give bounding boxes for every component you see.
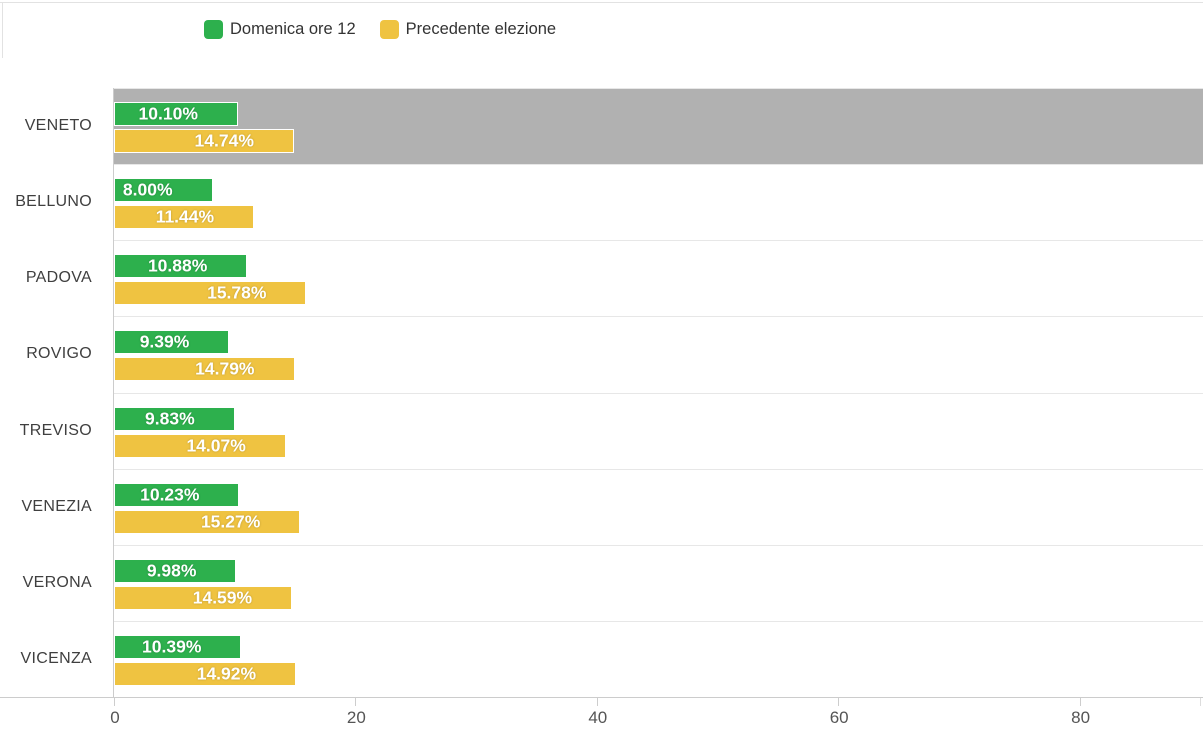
bar-label: 14.07% (186, 435, 246, 455)
row-band: 10.10% 14.74% (114, 88, 1203, 165)
x-axis-tick-label: 40 (588, 708, 608, 727)
bar-domenica-ore-12[interactable]: 9.83% (114, 406, 235, 431)
row-band: 9.39% 14.79% (114, 316, 1203, 392)
y-axis-line (113, 88, 114, 697)
bar-label: 10.39% (142, 636, 202, 657)
axis-end-tick (1200, 698, 1202, 706)
bar-label: 14.74% (194, 130, 254, 151)
category-label: VENEZIA (21, 497, 92, 515)
x-axis-tick-mark (838, 698, 840, 706)
bar-precedente-elezione[interactable]: 14.07% (114, 433, 286, 458)
bar-label: 14.92% (196, 663, 257, 684)
bar-domenica-ore-12[interactable]: 9.98% (114, 558, 237, 583)
category-label: ROVIGO (26, 345, 92, 363)
bar-label: 10.23% (140, 484, 200, 505)
bar-label: 8.00% (122, 179, 173, 200)
bar-label: 10.88% (147, 255, 208, 276)
legend-item-domenica-ore-12[interactable]: Domenica ore 12 (204, 20, 356, 39)
bar-precedente-elezione[interactable]: 11.44% (114, 205, 255, 230)
bar-precedente-elezione[interactable]: 14.92% (114, 661, 297, 686)
bar-precedente-elezione[interactable]: 14.59% (114, 585, 293, 610)
panel-left-border (2, 2, 3, 58)
bar-domenica-ore-12[interactable]: 9.39% (114, 330, 230, 355)
x-axis-line (0, 697, 1203, 698)
x-axis-tick-mark (114, 698, 115, 706)
x-axis-tick-label: 80 (1071, 708, 1091, 727)
legend-item-precedente-elezione[interactable]: Precedente elezione (379, 20, 557, 39)
bar-label: 9.83% (145, 408, 195, 428)
bar-label: 9.98% (146, 560, 197, 581)
x-axis-tick-mark (596, 698, 598, 706)
bar-domenica-ore-12[interactable]: 10.10% (114, 102, 238, 126)
x-axis-tick-label: 60 (829, 708, 849, 727)
chart-row: BELLUNO 8.00% 11.44% (0, 164, 1203, 240)
legend: Domenica ore 12 Precedente elezione (204, 20, 556, 39)
legend-label: Domenica ore 12 (230, 20, 356, 38)
row-band: 9.98% 14.59% (114, 544, 1203, 621)
chart-row: VENETO 10.10% 14.74% (0, 88, 1203, 165)
bar-label: 10.10% (138, 103, 198, 124)
chart-row: VERONA 9.98% 14.59% (0, 544, 1203, 621)
category-label: VICENZA (20, 649, 92, 667)
chart-rows: VENETO 10.10% 14.74% BELLUNO 8.00% 11.44% PADO… (0, 88, 1203, 697)
chart-row: VENEZIA 10.23% 15.27% (0, 468, 1203, 545)
legend-label: Precedente elezione (405, 20, 557, 38)
row-band: 8.00% 11.44% (114, 164, 1203, 240)
row-band: 10.23% 15.27% (114, 468, 1203, 545)
bar-precedente-elezione[interactable]: 14.74% (114, 129, 294, 153)
bar-label: 14.79% (195, 358, 255, 379)
x-axis-tick-label: 0 (110, 708, 120, 727)
bar-domenica-ore-12[interactable]: 10.23% (114, 482, 240, 507)
x-axis-tick-mark (1079, 698, 1081, 706)
highlight-band (114, 89, 1203, 165)
legend-chip-green (204, 20, 223, 39)
x-axis-tick-label: 20 (346, 708, 366, 727)
chart-row: PADOVA 10.88% 15.78% (0, 240, 1203, 316)
chart-row: TREVISO 9.83% 14.07% (0, 392, 1203, 469)
bar-label: 15.27% (200, 511, 261, 532)
bar-precedente-elezione[interactable]: 15.27% (114, 509, 301, 534)
bar-precedente-elezione[interactable]: 14.79% (114, 357, 295, 382)
x-axis-tick-mark (355, 698, 357, 706)
panel-top-border (0, 2, 1203, 3)
category-label: TREVISO (19, 421, 92, 439)
legend-chip-yellow (379, 20, 399, 39)
chart-row: VICENZA 10.39% 14.92% (0, 620, 1203, 697)
row-band: 9.83% 14.07% (114, 392, 1203, 469)
category-label: VENETO (24, 117, 92, 135)
bar-label: 15.78% (207, 282, 267, 303)
bar-domenica-ore-12[interactable]: 10.39% (114, 634, 242, 659)
bar-domenica-ore-12[interactable]: 8.00% (114, 178, 213, 203)
row-band: 10.88% 15.78% (114, 240, 1203, 316)
category-label: BELLUNO (15, 193, 92, 211)
bar-precedente-elezione[interactable]: 15.78% (114, 281, 307, 306)
chart-row: ROVIGO 9.39% 14.79% (0, 316, 1203, 392)
category-label: PADOVA (25, 269, 92, 287)
bar-domenica-ore-12[interactable]: 10.88% (114, 254, 248, 279)
bar-label: 14.59% (192, 587, 253, 608)
category-label: VERONA (22, 573, 92, 591)
bar-label: 9.39% (139, 331, 190, 352)
bar-label: 11.44% (155, 206, 215, 227)
row-band: 10.39% 14.92% (114, 620, 1203, 697)
